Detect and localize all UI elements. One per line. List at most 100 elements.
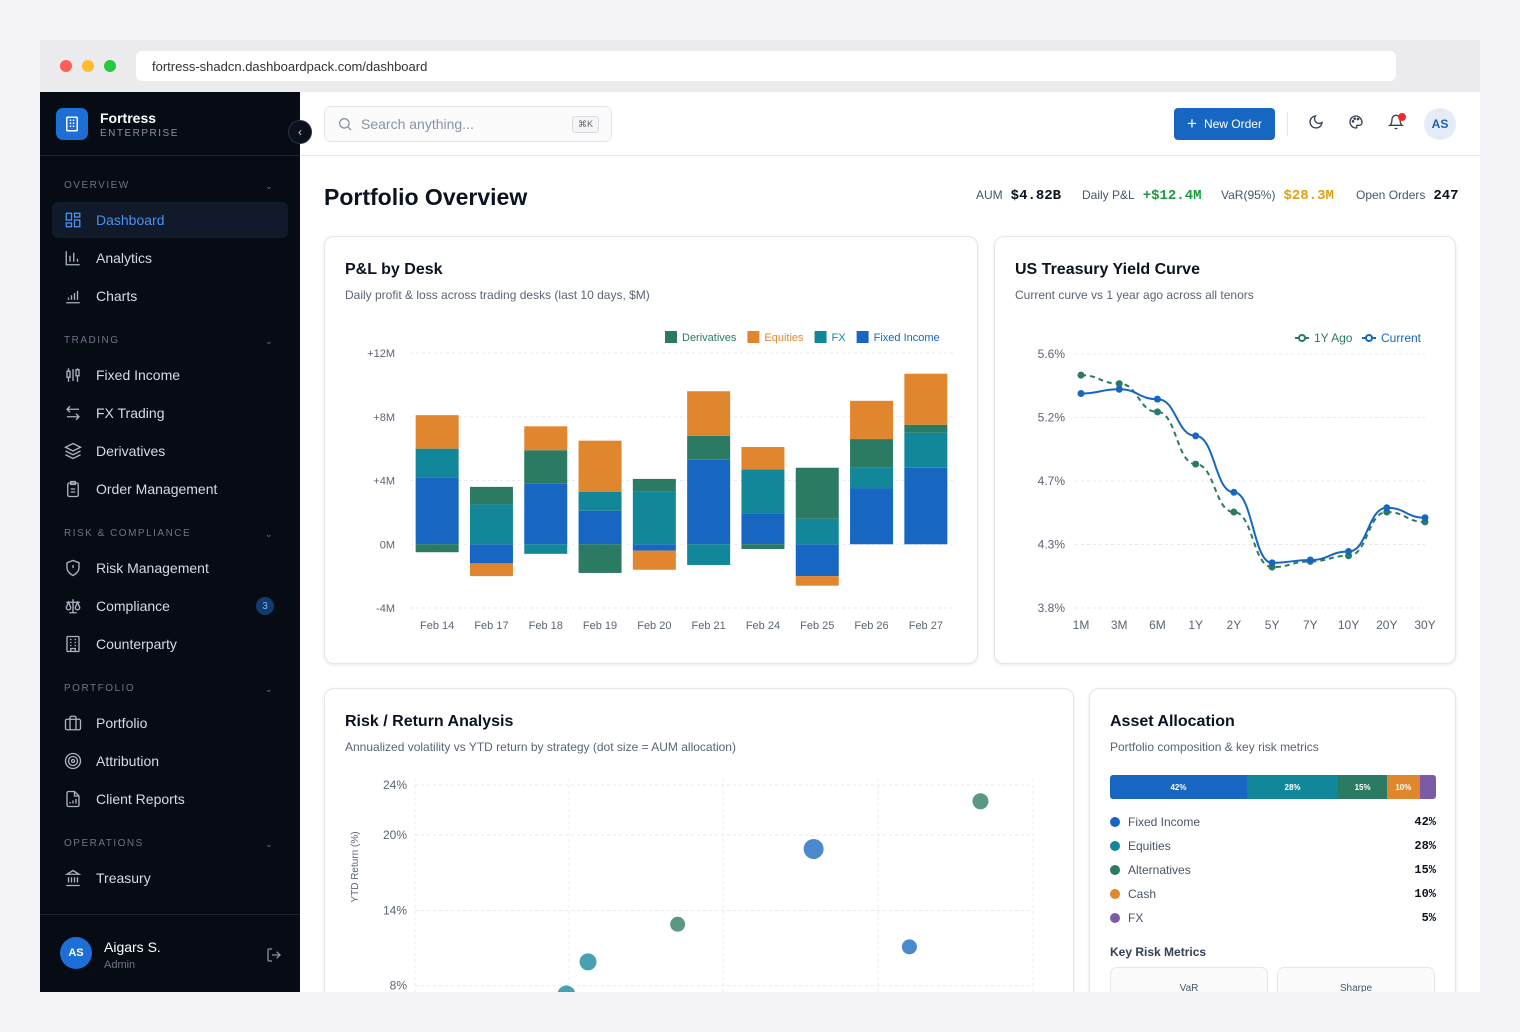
- metric-sharpe-card[interactable]: Sharpe: [1277, 967, 1435, 992]
- chevron-down-icon[interactable]: ⌄: [265, 839, 273, 849]
- data-point[interactable]: [1230, 508, 1238, 516]
- sidebar-item-fx-trading[interactable]: FX Trading: [52, 395, 288, 431]
- bar-segment-fixed-income[interactable]: [524, 483, 568, 545]
- bar-segment-equities[interactable]: [850, 400, 894, 440]
- sidebar-item-portfolio[interactable]: Portfolio: [52, 705, 288, 741]
- sidebar-item-dashboard[interactable]: Dashboard: [52, 202, 288, 238]
- data-point[interactable]: [1192, 460, 1200, 468]
- sidebar-item-order-management[interactable]: Order Management: [52, 471, 288, 507]
- data-point[interactable]: [1306, 556, 1314, 564]
- bar-segment-derivatives[interactable]: [904, 424, 948, 433]
- bar-segment-equities[interactable]: [904, 373, 948, 425]
- section-header-operations[interactable]: OPERATIONS: [64, 838, 144, 849]
- bar-segment-fx[interactable]: [578, 491, 622, 511]
- bar-segment-equities[interactable]: [741, 447, 785, 470]
- bar-segment-equities[interactable]: [578, 440, 622, 492]
- chevron-down-icon[interactable]: ⌄: [265, 336, 273, 346]
- chevron-down-icon[interactable]: ⌄: [265, 684, 273, 694]
- data-point[interactable]: [1115, 380, 1123, 388]
- scatter-point[interactable]: [803, 838, 824, 859]
- bar-segment-equities[interactable]: [687, 391, 731, 436]
- section-header-portfolio[interactable]: PORTFOLIO: [64, 683, 136, 694]
- chevron-down-icon[interactable]: ⌄: [265, 181, 273, 191]
- collapse-sidebar-button[interactable]: ‹: [288, 120, 312, 144]
- avatar[interactable]: AS: [60, 937, 92, 969]
- bar-segment-fx[interactable]: [469, 504, 513, 545]
- sidebar-item-analytics[interactable]: Analytics: [52, 240, 288, 276]
- data-point[interactable]: [1383, 504, 1391, 512]
- bar-segment-equities[interactable]: [632, 550, 676, 570]
- data-point[interactable]: [1115, 385, 1123, 393]
- bar-segment-fx[interactable]: [850, 467, 894, 489]
- sidebar-item-counterparty[interactable]: Counterparty: [52, 626, 288, 662]
- bar-segment-derivatives[interactable]: [524, 450, 568, 484]
- scatter-point[interactable]: [901, 939, 917, 955]
- bar-segment-fixed-income[interactable]: [741, 513, 785, 545]
- bar-segment-fx[interactable]: [741, 469, 785, 514]
- scatter-point[interactable]: [670, 916, 686, 932]
- data-point[interactable]: [1345, 548, 1353, 556]
- data-point[interactable]: [1153, 408, 1161, 416]
- user-profile[interactable]: AS Aigars S. Admin: [40, 914, 300, 992]
- bar-segment-derivatives[interactable]: [578, 544, 622, 573]
- bar-segment-equities[interactable]: [795, 576, 839, 586]
- bar-segment-derivatives[interactable]: [632, 478, 676, 492]
- sidebar-item-risk-management[interactable]: Risk Management: [52, 550, 288, 586]
- maximize-window-button[interactable]: [104, 60, 116, 72]
- moon-icon[interactable]: [1308, 114, 1324, 130]
- bar-segment-fixed-income[interactable]: [850, 488, 894, 545]
- data-point[interactable]: [1153, 395, 1161, 403]
- data-point[interactable]: [1421, 514, 1429, 522]
- allocation-segment-fx[interactable]: [1419, 775, 1436, 799]
- search-input[interactable]: Search anything... ⌘K: [324, 106, 612, 142]
- bar-segment-equities[interactable]: [415, 415, 459, 449]
- user-avatar-button[interactable]: AS: [1424, 108, 1456, 140]
- data-point[interactable]: [1077, 371, 1085, 379]
- data-point[interactable]: [1230, 488, 1238, 496]
- bar-segment-fx[interactable]: [795, 518, 839, 545]
- bar-segment-equities[interactable]: [524, 426, 568, 451]
- sidebar-item-client-reports[interactable]: Client Reports: [52, 781, 288, 817]
- data-point[interactable]: [1268, 559, 1276, 567]
- bar-segment-fx[interactable]: [632, 491, 676, 545]
- bar-segment-derivatives[interactable]: [415, 544, 459, 553]
- bar-segment-derivatives[interactable]: [741, 544, 785, 550]
- close-window-button[interactable]: [60, 60, 72, 72]
- bar-segment-derivatives[interactable]: [687, 435, 731, 460]
- bar-segment-fixed-income[interactable]: [687, 459, 731, 545]
- bar-segment-fixed-income[interactable]: [415, 477, 459, 545]
- bar-segment-derivatives[interactable]: [850, 439, 894, 468]
- bar-segment-fixed-income[interactable]: [469, 544, 513, 564]
- section-header-overview[interactable]: OVERVIEW: [64, 180, 130, 191]
- bar-segment-derivatives[interactable]: [469, 486, 513, 505]
- bar-segment-fx[interactable]: [904, 432, 948, 468]
- sidebar-item-compliance[interactable]: Compliance 3: [52, 588, 288, 624]
- allocation-segment-cash[interactable]: 10%: [1387, 775, 1420, 799]
- section-header-trading[interactable]: TRADING: [64, 335, 120, 346]
- chevron-down-icon[interactable]: ⌄: [265, 529, 273, 539]
- bar-segment-derivatives[interactable]: [795, 467, 839, 519]
- section-header-risk-compliance[interactable]: RISK & COMPLIANCE: [64, 528, 192, 539]
- bar-segment-fx[interactable]: [687, 544, 731, 565]
- sidebar-item-derivatives[interactable]: Derivatives: [52, 433, 288, 469]
- data-point[interactable]: [1192, 432, 1200, 440]
- scatter-point[interactable]: [972, 793, 989, 810]
- bar-segment-equities[interactable]: [469, 563, 513, 577]
- sidebar-item-attribution[interactable]: Attribution: [52, 743, 288, 779]
- allocation-segment-alternatives[interactable]: 15%: [1338, 775, 1388, 799]
- allocation-segment-equities[interactable]: 28%: [1246, 775, 1339, 799]
- bar-segment-fixed-income[interactable]: [578, 510, 622, 545]
- scatter-point[interactable]: [579, 953, 597, 971]
- scatter-point[interactable]: [557, 985, 576, 992]
- bar-segment-fixed-income[interactable]: [904, 467, 948, 545]
- bar-segment-fx[interactable]: [524, 544, 568, 554]
- allocation-segment-fixed-income[interactable]: 42%: [1110, 775, 1247, 799]
- bar-segment-fixed-income[interactable]: [795, 544, 839, 577]
- bell-icon[interactable]: [1388, 114, 1404, 130]
- sidebar-item-fixed-income[interactable]: Fixed Income: [52, 357, 288, 393]
- logout-icon[interactable]: [266, 947, 282, 963]
- address-bar[interactable]: fortress-shadcn.dashboardpack.com/dashbo…: [136, 51, 1396, 81]
- new-order-button[interactable]: + New Order: [1174, 108, 1275, 140]
- metric-var-card[interactable]: VaR: [1110, 967, 1268, 992]
- bar-segment-fixed-income[interactable]: [632, 544, 676, 551]
